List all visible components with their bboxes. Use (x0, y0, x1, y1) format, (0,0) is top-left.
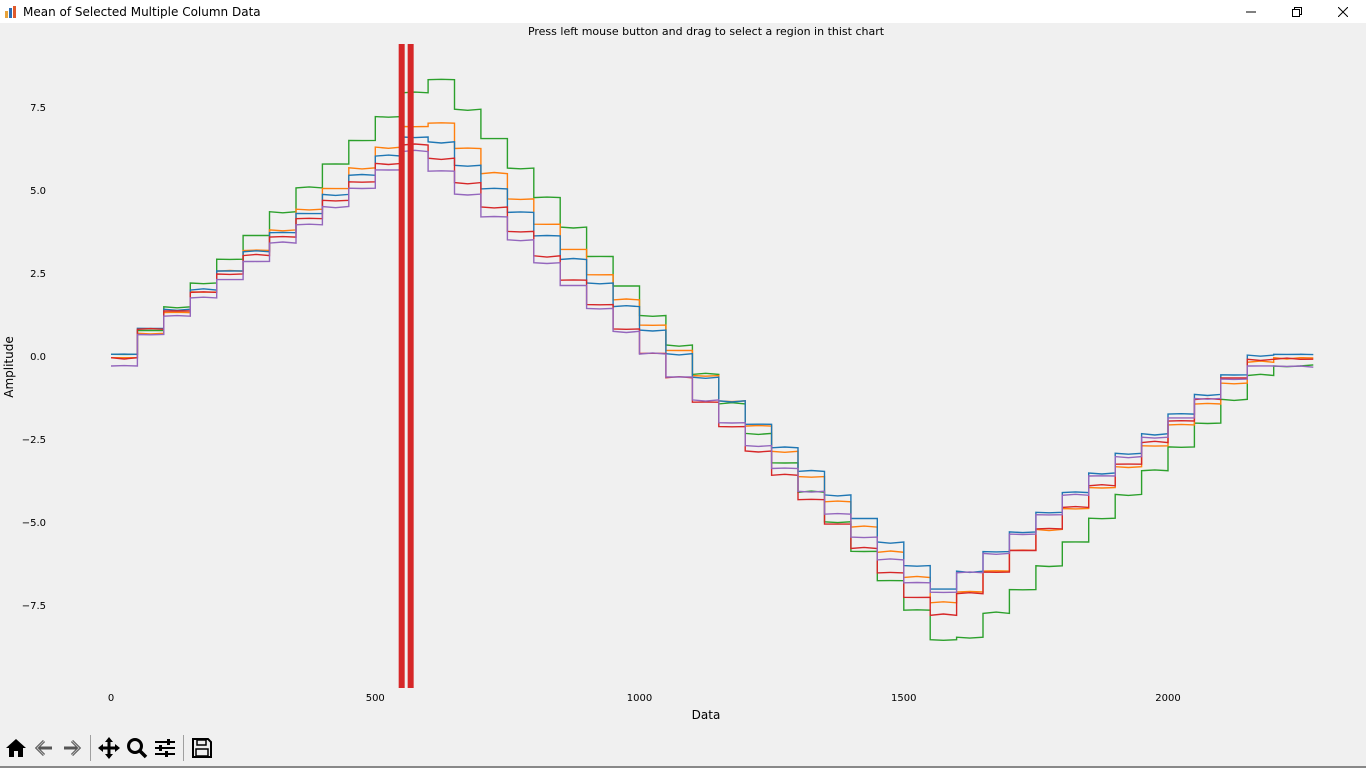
save-button[interactable] (188, 734, 216, 762)
restore-button[interactable] (1274, 0, 1320, 23)
restore-icon (1292, 6, 1302, 17)
close-button[interactable] (1320, 0, 1366, 23)
magnifier-icon (127, 738, 148, 759)
y-tick-label: −7.5 (22, 601, 46, 612)
floppy-icon (192, 738, 212, 758)
x-tick-label: 500 (366, 693, 385, 704)
app-icon (3, 4, 19, 20)
close-icon (1338, 6, 1348, 17)
x-tick-label: 0 (108, 693, 114, 704)
zoom-button[interactable] (123, 734, 151, 762)
chart-canvas[interactable]: Press left mouse button and drag to sele… (0, 23, 1366, 728)
y-tick-label: 7.5 (30, 103, 46, 114)
line-chart[interactable]: Press left mouse button and drag to sele… (0, 23, 1366, 728)
minimize-button[interactable] (1228, 0, 1274, 23)
window-title: Mean of Selected Multiple Column Data (23, 4, 261, 19)
x-tick-label: 1000 (627, 693, 652, 704)
home-button[interactable] (2, 734, 30, 762)
move-icon (98, 737, 120, 759)
series-line (111, 122, 1314, 604)
arrow-right-icon (64, 739, 82, 757)
selection-boundary[interactable] (407, 44, 414, 688)
y-tick-label: −5.0 (22, 518, 46, 529)
x-tick-label: 2000 (1155, 693, 1180, 704)
toolbar-separator (183, 735, 184, 761)
x-tick-label: 1500 (891, 693, 916, 704)
series-line (110, 149, 1314, 594)
y-tick-label: 0.0 (30, 352, 46, 363)
selection-boundary[interactable] (398, 44, 405, 688)
arrow-left-icon (34, 739, 52, 757)
status-border (0, 766, 1366, 768)
title-bar: Mean of Selected Multiple Column Data (0, 0, 1366, 23)
minimize-icon (1246, 11, 1256, 12)
series-line (110, 78, 1314, 642)
y-tick-label: 5.0 (30, 186, 46, 197)
pan-button[interactable] (95, 734, 123, 762)
back-button[interactable] (30, 734, 58, 762)
toolbar-separator (90, 735, 91, 761)
navigation-toolbar (0, 730, 1366, 766)
y-tick-label: −2.5 (22, 435, 46, 446)
series-line (110, 136, 1314, 590)
y-tick-label: 2.5 (30, 269, 46, 280)
sliders-icon (155, 739, 175, 757)
configure-button[interactable] (151, 734, 179, 762)
home-icon (6, 739, 26, 757)
forward-button[interactable] (58, 734, 86, 762)
y-axis-label: Amplitude (2, 336, 16, 398)
x-axis-label: Data (692, 708, 721, 722)
chart-title: Press left mouse button and drag to sele… (528, 25, 885, 38)
series-line (110, 143, 1314, 617)
